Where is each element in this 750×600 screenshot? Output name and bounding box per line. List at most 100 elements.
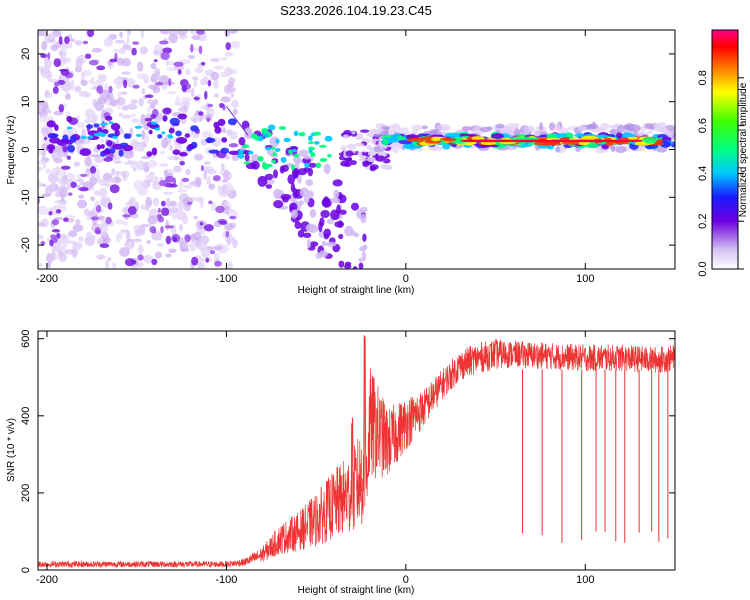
spectral-blob (141, 88, 146, 95)
spectral-blob (64, 249, 74, 255)
spectral-blob (167, 134, 173, 137)
spectral-blob (175, 130, 182, 137)
spectral-blob (584, 143, 600, 148)
spectral-blob (113, 160, 122, 164)
spectral-blob (219, 102, 225, 108)
spectral-blob (330, 197, 341, 204)
spectral-blob (95, 133, 103, 137)
spectrogram-x-tick-label: -200 (36, 273, 58, 285)
spectral-blob (471, 136, 485, 141)
spectral-blob (62, 146, 68, 153)
spectral-blob (159, 150, 165, 155)
spectral-blob (55, 165, 60, 177)
spectral-blob (46, 237, 51, 242)
spectral-blob (125, 201, 134, 208)
spectral-blob (136, 160, 145, 171)
spectral-blob (251, 160, 260, 170)
spectral-blob (213, 65, 224, 70)
spectral-blob (362, 233, 367, 242)
spectral-blob (153, 59, 158, 63)
spectral-blob (107, 256, 112, 262)
spectral-blob (150, 62, 157, 70)
spectral-blob (199, 221, 204, 226)
spectral-blob (104, 227, 109, 232)
spectral-blob (338, 260, 345, 268)
spectrogram-x-tick-label: 100 (576, 273, 594, 285)
spectral-blob (274, 148, 281, 152)
spectral-blob (358, 262, 364, 269)
spectral-blob (56, 232, 61, 239)
spectral-blob (43, 136, 48, 141)
spectral-blob (303, 232, 312, 239)
spectral-blob (574, 133, 585, 138)
spectral-blob (116, 103, 122, 110)
spectral-blob (66, 182, 71, 191)
spectral-blob (52, 86, 59, 95)
spectral-blob (185, 68, 191, 76)
spectral-blob (95, 254, 107, 260)
spectral-blob (181, 177, 190, 183)
spectral-blob (173, 165, 182, 173)
spectral-blob (287, 174, 296, 185)
spectral-blob (520, 137, 538, 141)
spectral-blob (220, 96, 231, 103)
spectral-blob (154, 115, 162, 123)
spectral-blob (338, 233, 344, 240)
spectral-blob (38, 234, 44, 240)
spectral-blob (139, 204, 148, 211)
snr-y-tick-label: 600 (20, 330, 32, 348)
colorbar-ticks: 0.0 0.2 0.4 0.6 0.8 (697, 70, 744, 277)
spectral-blob (321, 240, 327, 247)
spectral-blob (271, 159, 276, 164)
spectral-blob (352, 266, 358, 269)
spectral-blob (667, 132, 673, 136)
spectral-blob (369, 164, 379, 170)
spectral-blob (221, 137, 228, 143)
spectral-blob (175, 95, 181, 106)
spectral-blob (72, 224, 84, 232)
spectral-blob (206, 117, 211, 123)
spectral-blob (208, 183, 216, 190)
spectral-blob (57, 250, 64, 257)
spectral-blob (479, 126, 492, 133)
spectral-blob (179, 241, 189, 252)
spectral-blob (244, 153, 250, 162)
spectral-blob (164, 225, 175, 229)
spectral-blob (528, 125, 535, 132)
spectral-blob (370, 128, 381, 135)
spectral-blob (140, 155, 151, 160)
spectral-blob (309, 208, 317, 218)
spectral-blob (257, 156, 264, 162)
spectral-blob (111, 168, 116, 176)
spectral-blob (114, 39, 125, 44)
spectral-blob (332, 274, 340, 279)
spectral-blob (87, 113, 99, 123)
spectral-blob (282, 196, 289, 203)
spectral-blob (182, 30, 189, 33)
spectral-blob (132, 84, 140, 89)
spectral-blob (589, 129, 601, 133)
spectral-blob (79, 148, 91, 157)
spectral-blob (98, 187, 108, 198)
spectral-blob (76, 121, 86, 129)
spectral-blob (119, 97, 127, 106)
spectral-blob (297, 229, 305, 238)
spectral-blob (69, 135, 77, 143)
spectral-blob (292, 187, 298, 199)
spectral-blob (283, 137, 291, 143)
spectral-blob (91, 48, 103, 53)
spectral-blob (193, 96, 200, 101)
spectral-blob (385, 137, 399, 143)
spectral-blob (191, 34, 201, 40)
spectral-blob (155, 69, 160, 80)
spectral-blob (123, 133, 129, 139)
spectral-blob (115, 82, 123, 90)
spectral-blob (355, 303, 364, 310)
spectral-blob (220, 163, 225, 171)
spectral-blob (90, 196, 95, 202)
spectral-blob (183, 104, 188, 112)
spectral-blob (320, 209, 330, 219)
spectral-blob (303, 155, 311, 160)
spectral-blob (90, 154, 102, 158)
